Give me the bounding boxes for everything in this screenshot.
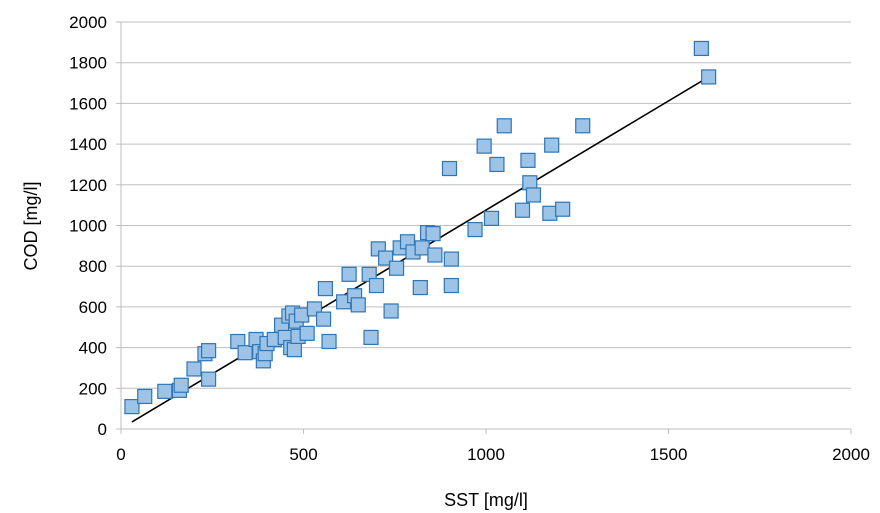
data-point [383,303,399,319]
data-point [544,137,560,153]
y-tick-label: 200 [79,379,107,398]
data-point [388,260,405,276]
data-point [496,118,512,134]
data-point [514,202,531,218]
data-point [520,152,536,168]
x-tick-label: 1000 [467,445,505,464]
y-tick-label: 0 [98,420,107,439]
x-tick-label: 2000 [832,445,870,464]
data-point [476,138,492,154]
data-point [201,343,217,359]
y-tick-label: 1200 [69,176,107,195]
tick-labels: 0 200 400 600 800 1000 1200 1400 1600 1800 2000 0 50… [69,13,870,464]
data-point [542,205,558,221]
data-point [173,377,189,393]
data-point [489,156,505,173]
data-point [341,266,357,282]
y-axis-title: COD [mg/l] [21,181,41,270]
data-point [321,333,337,350]
y-tick-label: 600 [79,298,107,317]
data-point [124,399,140,415]
y-tick-label: 400 [79,339,107,358]
data-point [286,342,302,358]
data-points [124,40,717,415]
data-point [443,251,459,267]
data-point [483,210,500,226]
data-point [414,240,430,256]
data-point [237,345,253,361]
data-point [412,279,428,296]
grid-lines [121,21,851,389]
y-tick-label: 1800 [69,54,107,73]
data-point [467,221,483,238]
x-tick-label: 500 [289,445,317,464]
data-point [201,371,217,387]
data-point [368,277,385,294]
data-point [157,383,173,399]
data-point [575,118,591,134]
y-tick-label: 1600 [69,94,107,113]
data-point [363,329,379,346]
data-point [525,187,542,203]
data-point [350,297,366,313]
data-point [441,160,458,177]
data-point [425,226,441,242]
y-tick-label: 1000 [69,217,107,236]
y-tick-label: 1400 [69,135,107,154]
data-point [427,247,443,263]
data-point [693,40,709,57]
x-axis-title: SST [mg/l] [444,490,528,510]
data-point [186,361,202,377]
data-point [317,280,333,297]
y-tick-label: 2000 [69,13,107,32]
x-tick-label: 0 [116,445,125,464]
data-point [555,201,571,217]
x-tick-label: 1500 [650,445,688,464]
y-tick-label: 800 [79,257,107,276]
data-point [443,277,459,294]
data-point [294,307,310,323]
data-point [299,325,315,341]
data-point [315,311,332,327]
axes [116,21,852,434]
data-point [137,388,153,405]
data-point [701,69,717,85]
